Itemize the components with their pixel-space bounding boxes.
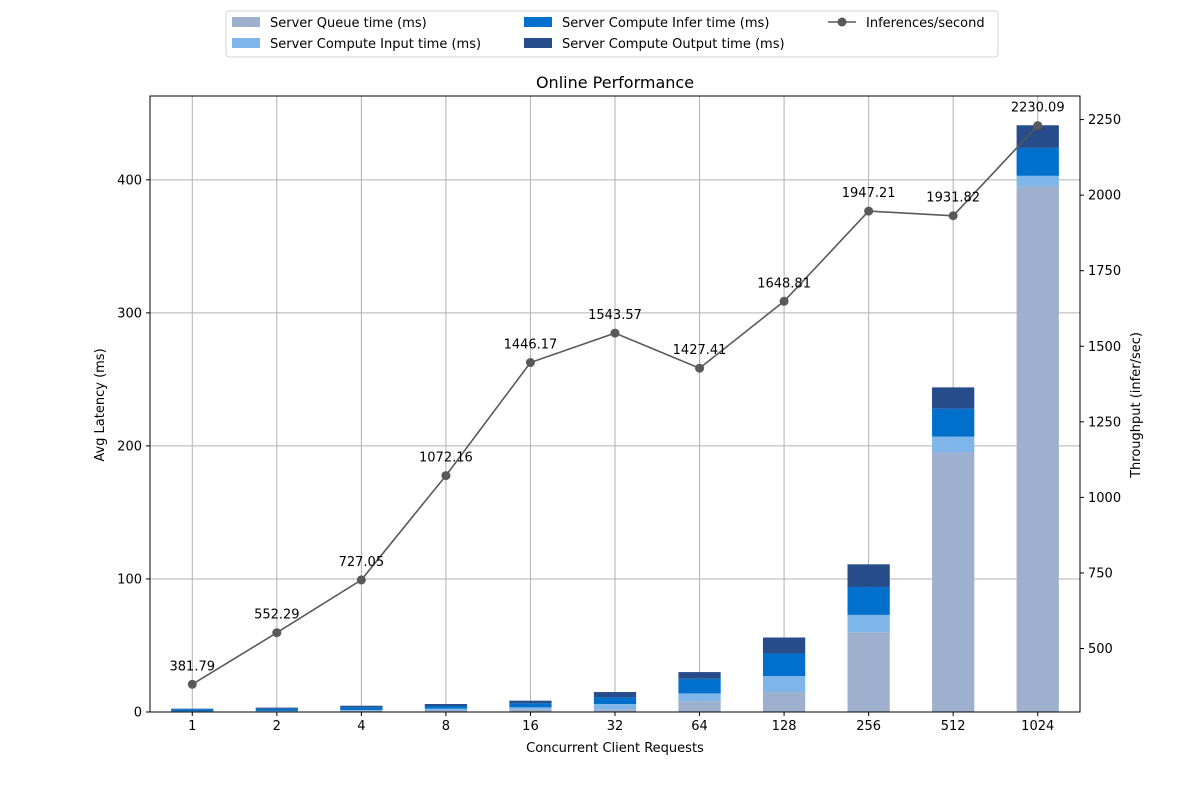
chart-title: Online Performance [536, 73, 694, 92]
y-tick-label: 200 [117, 439, 142, 454]
bar-segment [594, 704, 636, 709]
y2-tick-label: 2250 [1088, 113, 1121, 128]
data-label: 1446.17 [504, 338, 558, 353]
x-tick-label: 4 [357, 719, 365, 734]
throughput-point [949, 211, 958, 220]
bar-segment [932, 437, 974, 453]
legend-swatch [232, 38, 260, 48]
bar-segment [678, 701, 720, 712]
y-tick-label: 300 [117, 306, 142, 321]
y2-tick-label: 1000 [1088, 491, 1121, 506]
x-tick-label: 32 [607, 719, 624, 734]
y-axis-label: Avg Latency (ms) [93, 348, 108, 461]
throughput-point [357, 575, 366, 584]
x-tick-label: 256 [856, 719, 881, 734]
data-label: 552.29 [254, 608, 300, 623]
bar-segment [1017, 148, 1059, 176]
bar-segment [848, 615, 890, 632]
y-tick-label: 100 [117, 572, 142, 587]
x-tick-label: 1 [188, 719, 196, 734]
bar-segment [340, 706, 382, 708]
y2-tick-label: 500 [1088, 642, 1113, 657]
data-label: 727.05 [339, 555, 385, 570]
data-label: 2230.09 [1011, 101, 1065, 116]
data-label: 1543.57 [588, 308, 642, 323]
bar-segment [763, 653, 805, 676]
bar-segment [678, 672, 720, 679]
legend-swatch [524, 38, 552, 48]
throughput-point [864, 207, 873, 216]
throughput-point [611, 329, 620, 338]
y2-tick-label: 1250 [1088, 415, 1121, 430]
bar-segment [848, 632, 890, 712]
x-tick-label: 1024 [1021, 719, 1054, 734]
bar-segment [763, 676, 805, 692]
x-tick-label: 2 [273, 719, 281, 734]
data-label: 1947.21 [842, 186, 896, 201]
bar-segment [848, 587, 890, 615]
throughput-point [188, 680, 197, 689]
y-tick-label: 0 [134, 706, 142, 721]
legend-entry: Server Compute Output time (ms) [562, 37, 785, 52]
y-tick-label: 400 [117, 173, 142, 188]
bar-segment [171, 709, 213, 710]
bar-segment [509, 701, 551, 704]
throughput-point [1033, 121, 1042, 130]
bar-segment [509, 707, 551, 709]
data-label: 1931.82 [926, 191, 980, 206]
legend-entry: Inferences/second [866, 16, 985, 31]
bar-segment [1017, 176, 1059, 187]
bar-segment [425, 704, 467, 706]
legend-swatch [524, 17, 552, 27]
data-label: 1427.41 [673, 343, 727, 358]
y2-tick-label: 1500 [1088, 340, 1121, 355]
bar-segment [594, 692, 636, 697]
legend-entry: Server Compute Infer time (ms) [562, 16, 769, 31]
x-tick-label: 16 [522, 719, 539, 734]
bar-segment [763, 637, 805, 653]
x-tick-label: 8 [442, 719, 450, 734]
bar-segment [425, 709, 467, 710]
bar-segment [256, 709, 298, 711]
bar-segment [932, 409, 974, 437]
bar-segment [509, 703, 551, 707]
bar-segment [171, 709, 213, 711]
throughput-point [526, 358, 535, 367]
data-label: 381.79 [170, 659, 216, 674]
x-tick-label: 512 [941, 719, 966, 734]
bar-segment [932, 387, 974, 408]
data-label: 1072.16 [419, 451, 473, 466]
bar-segment [763, 692, 805, 712]
legend-marker [838, 18, 847, 27]
legend-entry: Server Compute Input time (ms) [270, 37, 481, 52]
bar-segment [256, 711, 298, 712]
throughput-point [780, 297, 789, 306]
x-tick-label: 128 [772, 719, 797, 734]
legend-swatch [232, 17, 260, 27]
y2-tick-label: 750 [1088, 566, 1113, 581]
bar-segment [848, 564, 890, 587]
data-label: 1648.81 [757, 276, 811, 291]
bar-segment [678, 693, 720, 701]
throughput-point [695, 364, 704, 373]
throughput-point [272, 628, 281, 637]
bar-segment [932, 453, 974, 712]
x-tick-label: 64 [691, 719, 708, 734]
throughput-point [441, 471, 450, 480]
bar-segment [594, 697, 636, 704]
bar-segment [256, 708, 298, 709]
legend-entry: Server Queue time (ms) [270, 16, 427, 31]
bar-segment [678, 679, 720, 694]
y2-tick-label: 2000 [1088, 189, 1121, 204]
legend: Server Queue time (ms) Server Compute Inp… [226, 11, 998, 57]
bar-segment [1017, 186, 1059, 712]
x-axis-label: Concurrent Client Requests [526, 741, 704, 756]
bar-segment [340, 710, 382, 711]
y2-axis-label: Throughput (infer/sec) [1129, 332, 1144, 479]
bar-segment [340, 707, 382, 710]
y2-tick-label: 1750 [1088, 264, 1121, 279]
bar-segment [425, 706, 467, 709]
